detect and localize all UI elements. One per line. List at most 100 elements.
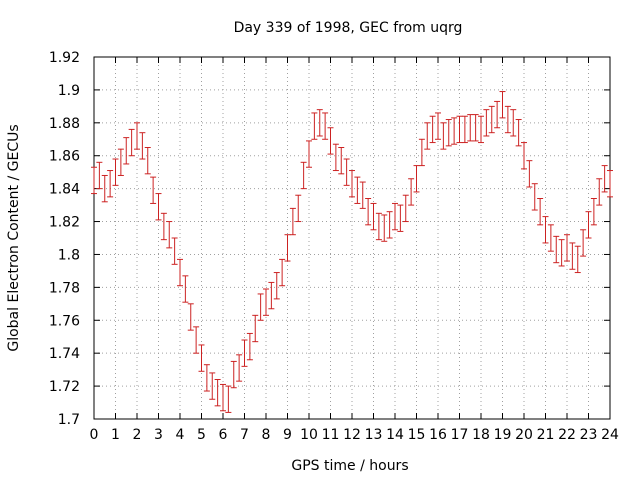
y-tick-label: 1.8 <box>58 247 80 263</box>
error-bar-point <box>112 158 119 186</box>
x-tick-label: 9 <box>283 427 292 443</box>
x-tick-label: 15 <box>408 427 426 443</box>
error-bar-point <box>418 138 425 167</box>
error-bar-point <box>220 383 226 412</box>
error-bar-point <box>413 165 420 193</box>
y-tick-label: 1.7 <box>58 412 80 428</box>
error-bar-point <box>547 224 554 252</box>
x-tick-label: 24 <box>601 427 619 443</box>
x-tick-label: 4 <box>176 427 185 443</box>
error-bar-point <box>521 142 527 170</box>
error-bar-point <box>300 161 307 190</box>
error-bar-point <box>601 165 608 193</box>
error-bar-point <box>359 181 366 209</box>
error-bar-point <box>209 372 216 400</box>
error-bar-point <box>440 122 447 150</box>
error-bar-point <box>472 114 479 142</box>
error-bar-point <box>478 115 484 144</box>
error-bar-point <box>128 128 135 157</box>
error-bar-point <box>279 258 286 287</box>
error-bar-point <box>187 303 194 331</box>
error-bar-point <box>461 115 468 144</box>
error-bar-point <box>596 178 603 206</box>
error-bar-point <box>117 148 124 176</box>
x-tick-label: 21 <box>537 427 555 443</box>
error-bar-point <box>445 119 452 147</box>
error-bar-point <box>564 234 570 262</box>
error-bar-point <box>257 293 264 321</box>
error-bar-point <box>375 212 382 241</box>
error-bar-point <box>311 112 318 140</box>
error-bar-point <box>343 158 350 186</box>
error-bar-point <box>574 245 581 274</box>
error-bar-point <box>515 119 522 147</box>
error-bar-point <box>429 115 436 144</box>
error-bar-point <box>236 354 243 382</box>
error-bar-point <box>381 214 388 242</box>
error-bar-point <box>558 239 565 267</box>
x-tick-label: 22 <box>558 427 576 443</box>
error-bar-point <box>166 221 173 249</box>
error-bar-point <box>580 229 587 257</box>
error-bar-point <box>225 385 232 413</box>
error-bar-point <box>526 160 533 188</box>
x-tick-label: 8 <box>262 427 271 443</box>
x-tick-label: 11 <box>322 427 340 443</box>
error-bar-point <box>273 272 280 300</box>
x-tick-label: 16 <box>429 427 447 443</box>
error-bar-point <box>198 344 205 372</box>
error-bar-point <box>494 100 501 129</box>
error-bar-point <box>590 198 597 226</box>
error-bar-point <box>467 114 474 142</box>
error-bar-point <box>230 360 237 389</box>
error-bar-point <box>424 122 431 150</box>
error-bar-point <box>607 170 613 198</box>
error-bar-point <box>435 112 441 140</box>
x-tick-label: 0 <box>90 427 99 443</box>
error-bar-point <box>101 174 108 203</box>
error-bar-point <box>537 198 544 226</box>
x-tick-label: 10 <box>300 427 318 443</box>
error-bar-point <box>370 202 377 231</box>
y-tick-label: 1.86 <box>49 149 80 165</box>
x-tick-label: 12 <box>343 427 361 443</box>
error-bar-point <box>107 170 114 198</box>
error-bar-point <box>488 105 495 134</box>
y-tick-label: 1.76 <box>49 313 80 329</box>
error-bar-point <box>499 91 506 119</box>
axis-ticks <box>93 56 611 420</box>
error-bar-point <box>246 332 253 361</box>
error-bar-point <box>365 198 372 226</box>
error-bar-point <box>397 204 404 232</box>
error-bar-point <box>150 176 157 204</box>
error-bar-point <box>160 212 167 241</box>
error-bar-point <box>332 143 339 172</box>
error-bar-point <box>91 166 97 195</box>
series-gec <box>91 91 613 413</box>
error-bar-point <box>316 109 323 137</box>
error-bar-point <box>139 132 146 160</box>
error-bar-point <box>203 364 210 392</box>
chart-title: Day 339 of 1998, GEC from uqrg <box>234 20 463 36</box>
x-tick-label: 6 <box>219 427 228 443</box>
error-bar-point <box>182 275 189 303</box>
error-bar-point <box>402 194 409 223</box>
error-bar-point <box>338 147 345 175</box>
y-tick-label: 1.9 <box>58 83 80 99</box>
y-tick-labels: 1.7 1.72 1.74 1.76 1.78 1.8 1.82 1.84 1.86 1.88 1.… <box>49 50 80 428</box>
error-bar-point <box>306 140 312 168</box>
error-bar-point <box>241 339 248 367</box>
x-tick-label: 17 <box>451 427 469 443</box>
y-tick-label: 1.82 <box>49 215 80 231</box>
error-bar-point <box>386 211 393 239</box>
y-tick-label: 1.78 <box>49 280 80 296</box>
y-tick-label: 1.72 <box>49 379 80 395</box>
x-tick-label: 23 <box>580 427 598 443</box>
x-tick-label: 14 <box>386 427 404 443</box>
y-tick-label: 1.84 <box>49 182 80 198</box>
error-bar-point <box>171 237 178 265</box>
error-bar-point <box>214 379 221 407</box>
error-bar-point <box>483 109 490 137</box>
